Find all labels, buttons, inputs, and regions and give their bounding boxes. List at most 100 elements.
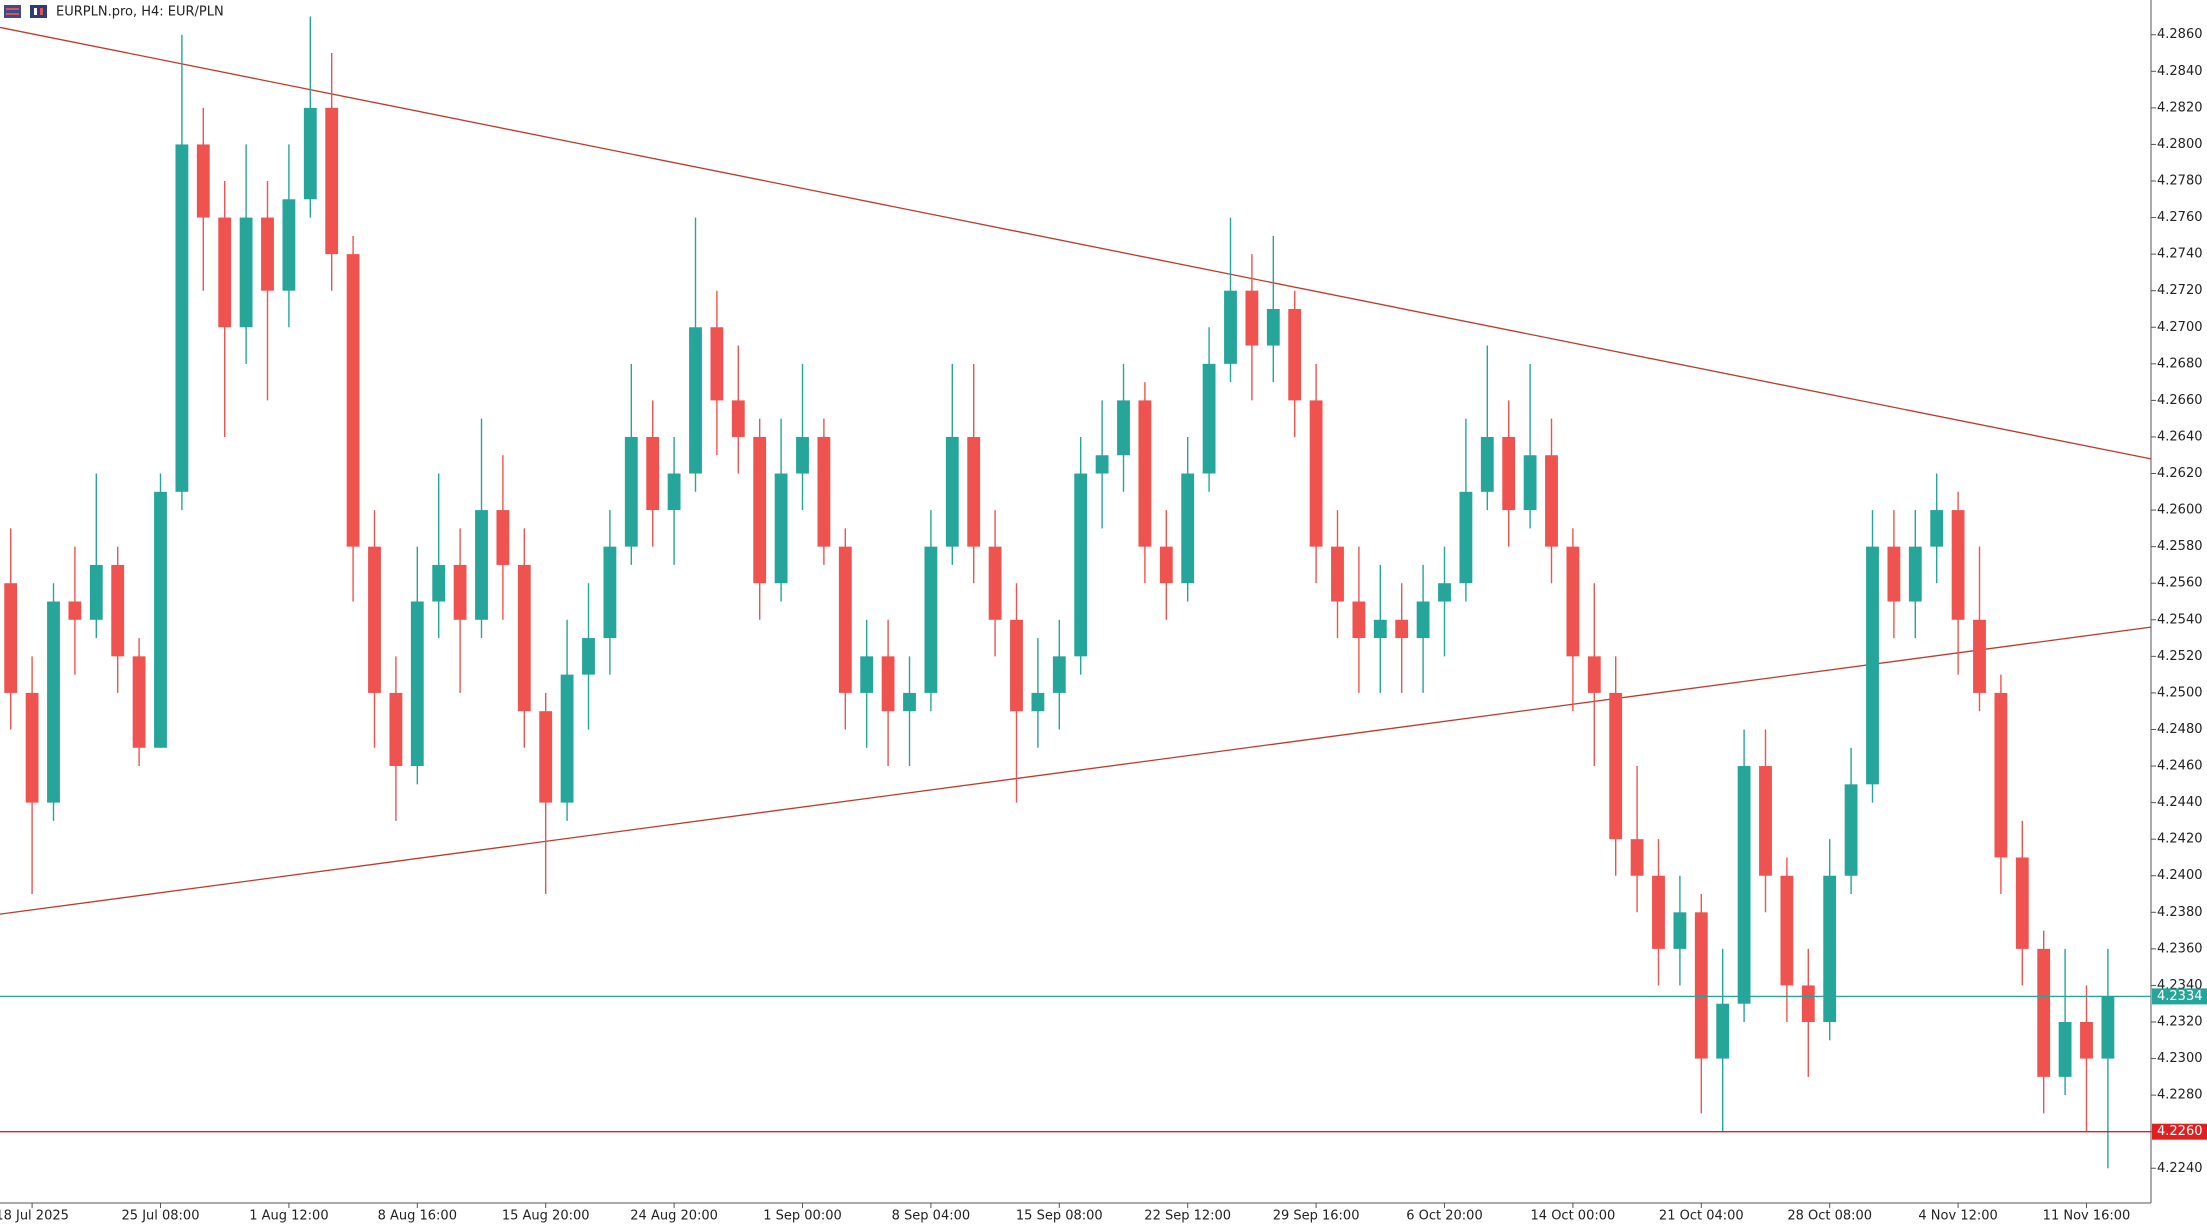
candle-body xyxy=(1780,875,1794,986)
candle-body xyxy=(1887,546,1901,602)
candle-body xyxy=(539,711,553,803)
x-tick-label: 25 Jul 08:00 xyxy=(122,1209,200,1224)
icon xyxy=(40,8,43,15)
candle-body xyxy=(1395,619,1409,639)
candle-body xyxy=(1545,455,1558,547)
candle-body xyxy=(154,491,167,748)
candle-body xyxy=(903,692,916,712)
trendline xyxy=(0,26,2152,460)
x-tick-label: 15 Aug 20:00 xyxy=(502,1209,590,1224)
candle-body xyxy=(603,546,617,639)
candle-body xyxy=(860,656,874,693)
candle-body xyxy=(1737,766,1751,1004)
candle-body xyxy=(1630,839,1644,876)
y-tick-label: 4.2360 xyxy=(2157,941,2203,956)
x-tick-label: 24 Aug 20:00 xyxy=(630,1209,718,1224)
candle-body xyxy=(1031,692,1045,712)
candle-body xyxy=(325,107,339,255)
y-tick-label: 4.2400 xyxy=(2157,868,2203,883)
candle-body xyxy=(967,436,981,547)
y-tick-label: 4.2660 xyxy=(2157,393,2203,408)
candle-body xyxy=(924,546,938,693)
x-tick-label: 14 Oct 00:00 xyxy=(1531,1209,1616,1224)
x-tick-label: 8 Sep 04:00 xyxy=(892,1209,971,1224)
y-tick-label: 4.2460 xyxy=(2157,759,2203,774)
candle-body xyxy=(1523,455,1537,511)
y-tick-label: 4.2280 xyxy=(2157,1088,2203,1103)
y-tick-label: 4.2500 xyxy=(2157,685,2203,700)
y-tick-label: 4.2640 xyxy=(2157,429,2203,444)
icon xyxy=(34,8,37,15)
price-label-box xyxy=(2152,1123,2207,1140)
candle-body xyxy=(196,144,210,218)
y-tick-label: 4.2620 xyxy=(2157,466,2203,481)
candle-body xyxy=(1074,473,1088,657)
candle-body xyxy=(410,601,424,767)
candle-body xyxy=(1438,583,1451,602)
candle-body xyxy=(1095,455,1109,474)
candle-body xyxy=(1459,491,1473,584)
candle-body xyxy=(346,254,360,547)
candle-body xyxy=(560,674,574,803)
candle-body xyxy=(881,656,895,712)
y-tick-label: 4.2440 xyxy=(2157,795,2203,810)
x-tick-label: 18 Jul 2025 xyxy=(0,1209,69,1224)
candle-body xyxy=(4,583,18,693)
candle-body xyxy=(1994,692,2008,858)
x-tick-label: 15 Sep 08:00 xyxy=(1016,1209,1103,1224)
x-tick-label: 8 Aug 16:00 xyxy=(378,1209,457,1224)
candle-body xyxy=(1480,436,1494,492)
y-tick-label: 4.2740 xyxy=(2157,247,2203,262)
candle-body xyxy=(1566,546,1580,657)
y-tick-label: 4.2480 xyxy=(2157,722,2203,737)
y-tick-label: 4.2680 xyxy=(2157,356,2203,371)
y-tick-label: 4.2240 xyxy=(2157,1161,2203,1176)
candle-body xyxy=(1266,308,1280,346)
candle-body xyxy=(1844,784,1858,876)
candle-body xyxy=(1202,363,1216,474)
candle-body xyxy=(817,436,831,547)
y-tick-label: 4.2420 xyxy=(2157,832,2203,847)
candle-body xyxy=(2080,1022,2093,1059)
candle-body xyxy=(1288,308,1302,401)
x-tick-label: 28 Oct 08:00 xyxy=(1787,1209,1872,1224)
y-tick-label: 4.2780 xyxy=(2157,173,2203,188)
candle-body xyxy=(1117,400,1130,456)
candle-body xyxy=(646,436,660,511)
x-tick-label: 29 Sep 16:00 xyxy=(1273,1209,1360,1224)
candle-body xyxy=(1224,290,1237,364)
candle-body xyxy=(774,473,788,584)
candle-body xyxy=(175,144,189,492)
candle-body xyxy=(753,436,767,584)
candle-body xyxy=(1973,619,1986,693)
candle-body xyxy=(1673,912,1687,949)
candle-body xyxy=(303,107,317,200)
y-tick-label: 4.2760 xyxy=(2157,210,2203,225)
y-tick-label: 4.2320 xyxy=(2157,1015,2203,1030)
candle-body xyxy=(1309,400,1323,547)
candle-body xyxy=(432,564,446,602)
x-tick-label: 22 Sep 12:00 xyxy=(1144,1209,1231,1224)
candle-body xyxy=(1159,546,1173,584)
candle-body xyxy=(796,436,809,474)
y-tick-label: 4.2540 xyxy=(2157,612,2203,627)
y-tick-label: 4.2600 xyxy=(2157,503,2203,518)
price-label: 4.2334 xyxy=(2157,989,2203,1004)
x-tick-label: 1 Sep 00:00 xyxy=(763,1209,842,1224)
icon xyxy=(4,5,21,18)
price-label: 4.2260 xyxy=(2157,1124,2203,1139)
candle-body xyxy=(496,510,510,565)
candle-body xyxy=(25,692,39,803)
candle-body xyxy=(1694,912,1708,1059)
candle-body xyxy=(1181,473,1195,584)
candle-body xyxy=(218,217,232,328)
candle-body xyxy=(453,564,467,620)
candle-body xyxy=(1502,436,1516,511)
candle-body xyxy=(89,564,103,620)
candle-body xyxy=(838,546,852,693)
candle-body xyxy=(710,327,724,401)
candle-body xyxy=(475,510,488,620)
